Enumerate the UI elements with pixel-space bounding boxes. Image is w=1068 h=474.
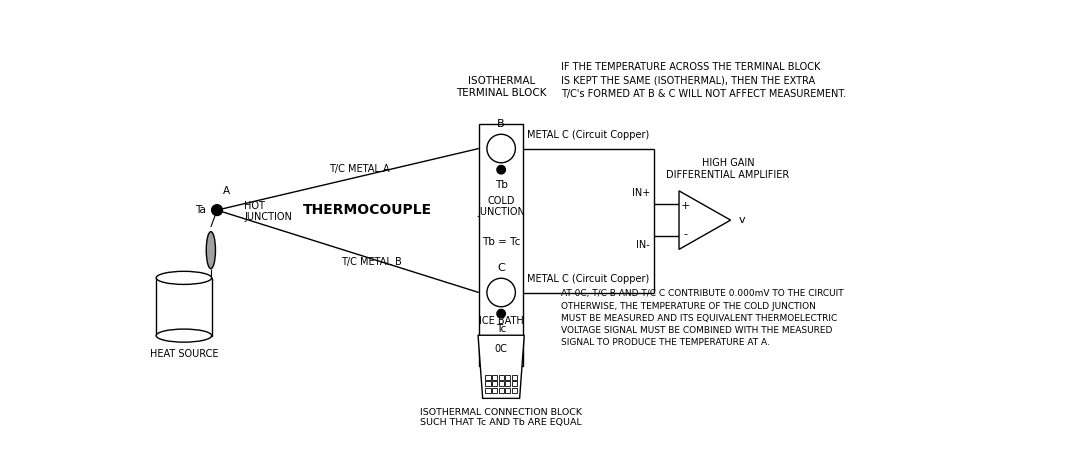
Text: Ta: Ta (195, 205, 206, 215)
Text: Tb = Tc: Tb = Tc (482, 237, 520, 247)
Bar (485, 381, 490, 386)
Ellipse shape (206, 232, 216, 269)
Bar (505, 374, 511, 380)
Bar (512, 381, 517, 386)
Bar (512, 374, 517, 380)
Text: HOT
JUNCTION: HOT JUNCTION (244, 201, 292, 222)
Polygon shape (679, 191, 731, 249)
Bar (499, 388, 504, 393)
Ellipse shape (156, 271, 211, 284)
Text: HEAT SOURCE: HEAT SOURCE (150, 349, 218, 359)
Text: Tc: Tc (496, 324, 506, 334)
Text: Tb: Tb (494, 180, 507, 190)
Circle shape (487, 278, 516, 307)
Bar (499, 374, 504, 380)
Polygon shape (478, 335, 524, 398)
Bar (485, 374, 490, 380)
Text: 0C: 0C (494, 344, 507, 354)
Text: METAL C (Circuit Copper): METAL C (Circuit Copper) (528, 130, 649, 140)
Text: +: + (681, 201, 691, 211)
Text: -: - (684, 229, 688, 239)
Text: ISOTHERMAL
TERMINAL BLOCK: ISOTHERMAL TERMINAL BLOCK (456, 76, 547, 98)
Text: IN+: IN+ (631, 188, 649, 198)
Text: T/C METAL B: T/C METAL B (341, 257, 402, 267)
Text: B: B (498, 119, 505, 129)
Text: ICE BATH: ICE BATH (478, 316, 523, 326)
Bar (478, 124, 523, 366)
Bar (492, 388, 497, 393)
Text: C: C (498, 263, 505, 273)
Text: THERMOCOUPLE: THERMOCOUPLE (302, 203, 431, 217)
Text: METAL C (Circuit Copper): METAL C (Circuit Copper) (528, 274, 649, 284)
Ellipse shape (156, 329, 211, 342)
Text: A: A (223, 186, 231, 196)
Bar (156, 278, 211, 336)
Text: IF THE TEMPERATURE ACROSS THE TERMINAL BLOCK
IS KEPT THE SAME (ISOTHERMAL), THEN: IF THE TEMPERATURE ACROSS THE TERMINAL B… (561, 62, 846, 99)
Circle shape (211, 205, 222, 216)
Text: COLD
JUNCTION: COLD JUNCTION (477, 196, 525, 218)
Bar (492, 381, 497, 386)
Text: T/C METAL A: T/C METAL A (329, 164, 390, 174)
Circle shape (497, 165, 505, 174)
Bar (512, 388, 517, 393)
Bar (485, 388, 490, 393)
Bar (505, 381, 511, 386)
Bar (499, 381, 504, 386)
Text: v: v (738, 215, 745, 225)
Text: AT 0C, T/C B AND T/C C CONTRIBUTE 0.000mV TO THE CIRCUIT
OTHERWISE, THE TEMPERAT: AT 0C, T/C B AND T/C C CONTRIBUTE 0.000m… (561, 290, 844, 347)
Text: ISOTHERMAL CONNECTION BLOCK
SUCH THAT Tc AND Tb ARE EQUAL: ISOTHERMAL CONNECTION BLOCK SUCH THAT Tc… (420, 408, 582, 427)
Text: HIGH GAIN
DIFFERENTIAL AMPLIFIER: HIGH GAIN DIFFERENTIAL AMPLIFIER (666, 158, 789, 180)
Bar (492, 374, 497, 380)
Bar (505, 388, 511, 393)
Circle shape (487, 134, 516, 163)
Text: IN-: IN- (637, 240, 649, 250)
Circle shape (497, 310, 505, 318)
